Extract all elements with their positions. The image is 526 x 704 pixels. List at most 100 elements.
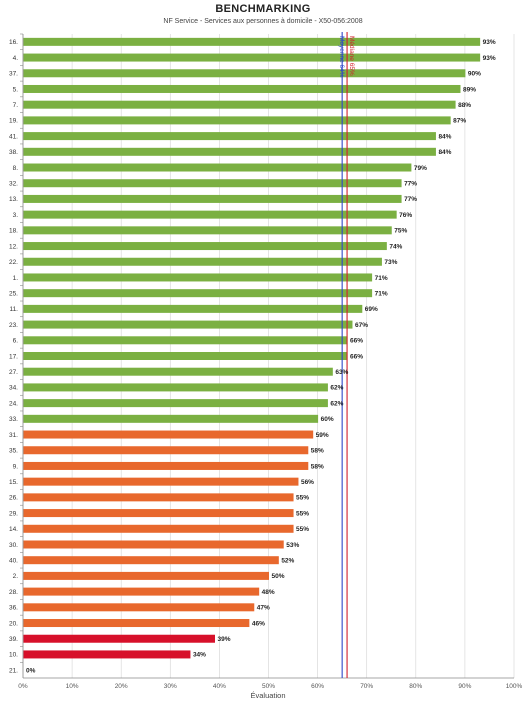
value-label: 90% bbox=[468, 71, 481, 78]
x-tick-label: 0% bbox=[18, 683, 28, 690]
category-label: 8. bbox=[13, 165, 19, 172]
category-label: 14. bbox=[9, 526, 18, 533]
value-label: 87% bbox=[453, 118, 466, 125]
bar bbox=[23, 37, 481, 46]
value-label: 59% bbox=[316, 432, 329, 439]
bar bbox=[23, 116, 451, 125]
reference-lines: Moyenne 64% Médiane 65% bbox=[338, 32, 355, 678]
category-label: 4. bbox=[13, 55, 19, 62]
bar bbox=[23, 524, 294, 533]
category-label: 7. bbox=[13, 102, 19, 109]
x-tick-label: 50% bbox=[262, 683, 275, 690]
value-label: 56% bbox=[301, 479, 314, 486]
value-label: 77% bbox=[404, 196, 417, 203]
category-label: 11. bbox=[9, 306, 18, 313]
category-label: 9. bbox=[13, 463, 19, 470]
bar bbox=[23, 493, 294, 502]
category-label: 39. bbox=[9, 636, 18, 643]
value-label: 77% bbox=[404, 181, 417, 188]
category-label: 28. bbox=[9, 589, 18, 596]
value-label: 46% bbox=[252, 620, 265, 627]
x-tick-label: 80% bbox=[409, 683, 422, 690]
value-label: 76% bbox=[399, 212, 412, 219]
value-label: 39% bbox=[217, 636, 230, 643]
value-label: 52% bbox=[281, 557, 294, 564]
category-label: 40. bbox=[9, 557, 18, 564]
category-label: 37. bbox=[9, 71, 18, 78]
category-label: 36. bbox=[9, 605, 18, 612]
value-label: 67% bbox=[355, 322, 368, 329]
category-label: 30. bbox=[9, 542, 18, 549]
bar bbox=[23, 603, 255, 612]
bar bbox=[23, 430, 314, 439]
x-tick-label: 40% bbox=[213, 683, 226, 690]
bar bbox=[23, 163, 412, 172]
bar bbox=[23, 289, 373, 298]
bar bbox=[23, 257, 382, 266]
value-label: 60% bbox=[321, 416, 334, 423]
chart-title: BENCHMARKING bbox=[215, 3, 311, 15]
bar bbox=[23, 556, 279, 565]
category-label: 32. bbox=[9, 181, 18, 188]
value-label: 93% bbox=[483, 39, 496, 46]
value-label: 58% bbox=[311, 448, 324, 455]
bar bbox=[23, 509, 294, 518]
value-label: 93% bbox=[483, 55, 496, 62]
bar bbox=[23, 304, 363, 313]
x-tick-label: 90% bbox=[458, 683, 471, 690]
value-label: 55% bbox=[296, 510, 309, 517]
value-label: 88% bbox=[458, 102, 471, 109]
category-label: 29. bbox=[9, 510, 18, 517]
bar bbox=[23, 383, 328, 392]
category-label: 2. bbox=[13, 573, 19, 580]
category-label: 23. bbox=[9, 322, 18, 329]
x-tick-label: 20% bbox=[115, 683, 128, 690]
category-label: 24. bbox=[9, 400, 18, 407]
category-label: 34. bbox=[9, 385, 18, 392]
category-label: 22. bbox=[9, 259, 18, 266]
category-label: 31. bbox=[9, 432, 18, 439]
bar bbox=[23, 69, 466, 78]
bar bbox=[23, 634, 215, 643]
bar bbox=[23, 273, 373, 282]
bar bbox=[23, 587, 260, 596]
bar bbox=[23, 352, 348, 360]
x-tick-label: 100% bbox=[506, 683, 523, 690]
value-label: 62% bbox=[330, 400, 343, 407]
category-label: 33. bbox=[9, 416, 18, 423]
category-label: 13. bbox=[9, 196, 18, 203]
reference-line-label: Médiane 65% bbox=[348, 36, 355, 76]
category-label: 26. bbox=[9, 495, 18, 502]
value-label: 55% bbox=[296, 526, 309, 533]
bar bbox=[23, 194, 402, 203]
value-label: 63% bbox=[335, 369, 348, 376]
bar bbox=[23, 84, 461, 93]
x-axis-label: Évaluation bbox=[250, 691, 285, 700]
value-label: 62% bbox=[330, 385, 343, 392]
value-label: 84% bbox=[438, 133, 451, 140]
bar bbox=[23, 571, 269, 580]
value-label: 47% bbox=[257, 605, 270, 612]
category-label: 41. bbox=[9, 133, 18, 140]
category-label: 20. bbox=[9, 620, 18, 627]
value-label: 69% bbox=[365, 306, 378, 313]
chart-subtitle: NF Service - Services aux personnes à do… bbox=[163, 18, 363, 25]
labels: 0% 10% 20% 30% 40% 50% 60% 70% 80% 90% 100% 16. 93% 4… bbox=[9, 39, 523, 690]
category-label: 10. bbox=[9, 652, 18, 659]
category-label: 25. bbox=[9, 290, 18, 297]
bar bbox=[23, 399, 328, 408]
category-label: 38. bbox=[9, 149, 18, 156]
category-label: 3. bbox=[13, 212, 19, 219]
bar bbox=[23, 179, 402, 188]
category-label: 15. bbox=[9, 479, 18, 486]
category-label: 19. bbox=[9, 118, 18, 125]
value-label: 84% bbox=[438, 149, 451, 156]
value-label: 55% bbox=[296, 495, 309, 502]
bar bbox=[23, 320, 353, 329]
value-label: 74% bbox=[389, 243, 402, 250]
bar bbox=[23, 477, 299, 486]
value-label: 58% bbox=[311, 463, 324, 470]
category-label: 35. bbox=[9, 448, 18, 455]
bar bbox=[23, 367, 333, 376]
x-tick-label: 60% bbox=[311, 683, 324, 690]
